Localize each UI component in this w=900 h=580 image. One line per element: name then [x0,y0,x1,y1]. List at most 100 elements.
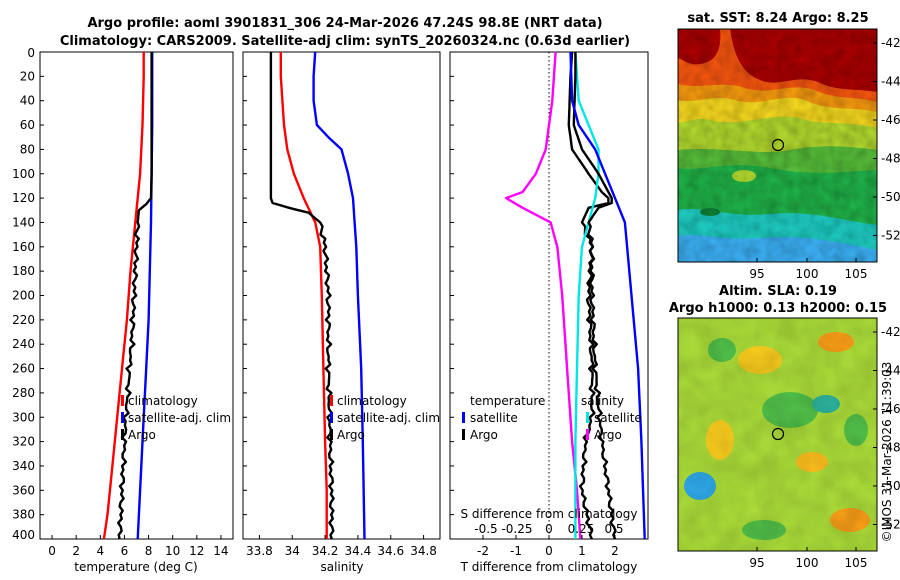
x-tick-label: -2 [477,544,489,558]
legend-label-climatology: climatology [128,394,198,408]
legend-swatch-satellite [121,412,124,423]
title-line-1: Argo profile: aoml 3901831_306 24-Mar-20… [87,16,602,31]
salinity-plot-frame [242,51,441,540]
x-tick-label: 0 [545,544,553,558]
depth-tick-label: 160 [12,240,35,254]
lon-tick-label: 105 [845,267,868,281]
top-x-tick-label: 0.5 [604,522,623,536]
depth-tick-label: 100 [12,167,35,181]
top-x-tick-label: -0.25 [501,522,532,536]
difference-series [504,51,646,540]
x-tick-label: 0 [48,544,56,558]
lat-tick-label: -50 [881,479,900,493]
x-tick-label: -1 [510,544,522,558]
legend-swatch-temp-argo [462,429,465,440]
sla-map-panel: Altim. SLA: 0.19 Argo h1000: 0.13 h2000:… [669,284,900,570]
temperature-series [102,52,154,540]
depth-tick-label: 400 [12,528,35,542]
sst-map-title: sat. SST: 8.24 Argo: 8.25 [687,11,868,26]
lon-tick-label: 100 [796,556,819,570]
depth-tick-label: 340 [12,459,35,473]
title-line-2: Climatology: CARS2009. Satellite-adj cli… [60,34,630,49]
lat-tick-label: -44 [881,364,900,378]
depth-tick-label: 180 [12,264,35,278]
x-tick-label: 34 [285,544,300,558]
legend-swatch-satellite [330,412,333,423]
sst-map-panel: sat. SST: 8.24 Argo: 8.25 -42 -44 -46 -48 -5… [677,11,900,281]
legend-label-sal-argo: Argo [594,428,622,442]
legend-label-argo: Argo [128,428,156,442]
depth-tick-label: 320 [12,435,35,449]
series-argo [117,52,153,540]
difference-top-x-label: S difference from climatology [461,507,638,521]
x-tick-label: 6 [121,544,129,558]
depth-tick-label: 220 [12,313,35,327]
depth-tick-label: 200 [12,289,35,303]
top-x-tick-label: 0.25 [568,522,595,536]
salinity-x-label: salinity [320,560,363,574]
imos-timestamp-watermark: ©IMOS 31-Mar-2026 11:39:03 [880,362,894,543]
sst-longitude-axis: 95 100 105 [749,258,867,281]
temperature-panel: 0204060801001201401601802002202402602803… [12,46,234,574]
sst-argo-position-marker [771,138,785,152]
x-tick-label: 33.8 [246,544,273,558]
sla-argo-position-marker [771,427,785,441]
x-tick-label: 14 [213,544,228,558]
series-climatology [102,52,145,540]
legend-swatch-temp-satellite [462,412,465,423]
legend-swatch-climatology [330,395,333,406]
x-tick-label: 8 [145,544,153,558]
lat-tick-label: -52 [881,518,900,532]
lat-tick-label: -48 [881,152,900,166]
lon-tick-label: 95 [749,267,764,281]
lat-tick-label: -46 [881,113,900,127]
lon-tick-label: 95 [749,556,764,570]
lon-tick-label: 100 [796,267,819,281]
x-tick-label: 34.6 [377,544,404,558]
sst-map-frame [677,28,878,263]
salinity-difference-tick-labels: -0.5 -0.25 0 0.25 0.5 [474,522,623,536]
legend-label-satellite: satellite-adj. clim [128,411,231,425]
series-argo [269,52,335,540]
legend-label-satellite: satellite-adj. clim [337,411,440,425]
lat-tick-label: -46 [881,402,900,416]
lat-tick-label: -42 [881,325,900,339]
depth-tick-label: 20 [20,69,35,83]
sla-map-title-1: Altim. SLA: 0.19 [719,284,837,299]
legend-header-temperature: temperature [470,394,545,408]
sla-map-image [678,318,877,551]
x-tick-label: 34.2 [312,544,339,558]
series-satellite-adj-clim [312,51,366,540]
salinity-series [269,51,366,540]
x-tick-label: 4 [96,544,104,558]
depth-tick-label: 80 [20,142,35,156]
legend-label-temp-satellite: satellite [470,411,518,425]
sst-map-image [678,29,877,262]
temperature-x-axis: 0 2 4 6 8 10 12 14 [48,535,229,558]
difference-legend: temperature salinity satellite Argo sate… [462,394,642,442]
legend-swatch-sal-argo [586,429,589,440]
salinity-panel: 33.8 34 34.2 34.4 34.6 34.8 salinity climatol… [242,51,441,574]
legend-label-sal-satellite: satellite [594,411,642,425]
x-tick-label: 34.8 [410,544,437,558]
temperature-legend: climatology satellite-adj. clim Argo [121,394,231,442]
depth-tick-label: 280 [12,386,35,400]
sla-longitude-axis: 95 100 105 [749,547,867,570]
legend-swatch-climatology [121,395,124,406]
legend-swatch-argo [330,429,333,440]
series-salinity-argo [572,52,617,540]
x-tick-label: 12 [189,544,204,558]
depth-tick-label: 240 [12,337,35,351]
series-satellite-minus-climatology-blue- [569,51,646,540]
depth-tick-label: 0 [27,46,35,60]
salinity-legend: climatology satellite-adj. clim Argo [330,394,440,442]
lon-tick-label: 105 [845,556,868,570]
difference-x-label: T difference from climatology [460,560,638,574]
x-tick-label: 10 [165,544,180,558]
sla-map-frame [677,317,878,552]
depth-tick-label: 140 [12,215,35,229]
x-tick-label: 2 [611,544,619,558]
top-x-tick-label: 0 [545,522,553,536]
series-temperature-satellite [504,51,582,540]
